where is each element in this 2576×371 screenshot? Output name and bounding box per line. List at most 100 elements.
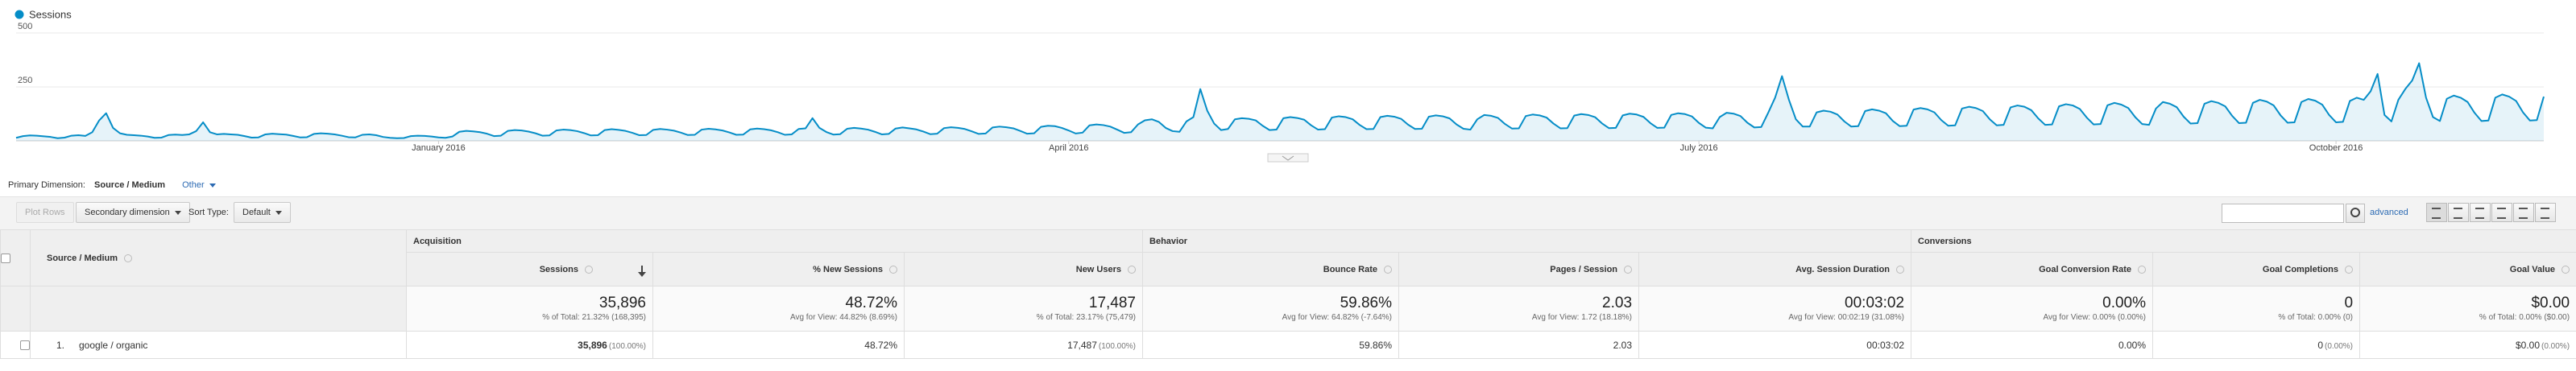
total-detail: Avg for View: 64.82% (-7.64%) [1282, 312, 1393, 322]
search-button[interactable] [2346, 204, 2365, 223]
dropdown-caret [275, 210, 282, 215]
row-select-cell [0, 331, 31, 359]
total-value: 17,487 [1088, 294, 1137, 311]
x-tick-label: October 2016 [2309, 143, 2363, 153]
advanced-link[interactable]: advanced [2370, 208, 2408, 217]
view-performance-button[interactable] [2470, 203, 2491, 222]
view-data-button[interactable] [2426, 203, 2447, 222]
series-area [16, 63, 2544, 141]
column-header[interactable]: Bounce Rate [1142, 252, 1400, 286]
column-header[interactable]: Avg. Session Duration [1638, 252, 1912, 286]
column-header-text: Goal Completions [2262, 264, 2339, 274]
total-detail: % of Total: 0.00% ($0.00) [2479, 312, 2570, 322]
sort-arrow [638, 265, 646, 277]
help-icon [585, 265, 593, 274]
total-detail: % of Total: 23.17% (75,479) [1036, 312, 1137, 322]
checkbox[interactable] [20, 340, 30, 351]
help-icon [2562, 265, 2570, 274]
column-header[interactable]: Sessions [406, 252, 653, 286]
select-all-cell [0, 229, 31, 286]
column-header[interactable]: Pages / Session [1398, 252, 1640, 286]
total-detail: % of Total: 21.32% (168,395) [542, 312, 646, 322]
total-value: 59.86% [1340, 294, 1393, 311]
column-header-text: Bounce Rate [1323, 264, 1378, 274]
chart: Sessions 250 500 January 2016 April 2016 July… [14, 8, 2545, 163]
checkbox[interactable] [1, 253, 10, 263]
plot-rows-button[interactable]: Plot Rows [16, 202, 74, 223]
totals-row: 35,896% of Total: 21.32% (168,395) 48.72%… [0, 286, 2576, 332]
total-value: 48.72% [845, 294, 897, 311]
help-icon [1624, 265, 1633, 274]
column-header-text: Avg. Session Duration [1795, 264, 1891, 274]
x-tick-label: January 2016 [412, 143, 466, 153]
cell-value: 0 [2317, 339, 2323, 351]
row-cell: 2.03 [1398, 331, 1640, 359]
dimension-header: Source / Medium [30, 229, 407, 286]
row-name[interactable]: google / organic [79, 339, 148, 351]
row-cell: $0.00 (0.00%) [2359, 331, 2576, 359]
view-pivot-button[interactable] [2535, 203, 2556, 222]
cell-share: (0.00%) [2325, 341, 2354, 351]
cell-share: (100.00%) [608, 341, 646, 351]
totals-cell: 2.03 Avg for View: 1.72 (18.18%) [1398, 286, 1640, 332]
data-row: 1. google / organic 35,896 (100.00%) 48.72% 1… [0, 331, 2576, 359]
view-comparison-button[interactable] [2491, 203, 2512, 222]
search-input[interactable] [2222, 204, 2344, 223]
sort-type-button[interactable]: Default [234, 202, 291, 223]
row-cell: 59.86% [1142, 331, 1400, 359]
cell-value: 48.72% [864, 339, 897, 351]
totals-cell: 59.86% Avg for View: 64.82% (-7.64%) [1142, 286, 1400, 332]
group-header-row: Source / Medium Acquisition Behavior Conver… [0, 229, 2576, 286]
cell-value: 00:03:02 [1866, 339, 1905, 351]
totals-cell: 00:03:02 Avg for View: 00:02:19 (31.08%) [1638, 286, 1912, 332]
column-header[interactable]: Goal Value [2359, 252, 2576, 286]
column-header-text: Goal Value [2509, 264, 2556, 274]
cell-value: 17,487 [1067, 339, 1097, 351]
cell-value: 59.86% [1359, 339, 1393, 351]
column-header[interactable]: Goal Conversion Rate [1911, 252, 2154, 286]
secondary-dimension-button[interactable]: Secondary dimension [76, 202, 190, 223]
secondary-dimension-text: Secondary dimension [85, 208, 170, 217]
group-header: Conversions [1911, 229, 2576, 253]
totals-cell: 0% of Total: 0.00% (0) [2152, 286, 2361, 332]
legend-marker [14, 10, 24, 19]
column-header[interactable]: New Users [903, 252, 1144, 286]
view-term-cloud-button[interactable] [2513, 203, 2534, 222]
row-cell: 0 (0.00%) [2152, 331, 2361, 359]
sort-type-label: Sort Type: [188, 208, 229, 217]
other-dimension-link[interactable]: Other [182, 180, 216, 190]
column-header[interactable]: Goal Completions [2152, 252, 2361, 286]
totals-cell: 48.72% Avg for View: 44.82% (8.69%) [652, 286, 905, 332]
primary-dimension: Primary Dimension: Source / Medium Other [8, 180, 216, 190]
column-header-text: Goal Conversion Rate [2039, 264, 2132, 274]
column-header[interactable]: % New Sessions [652, 252, 905, 286]
totals-cell: 17,487% of Total: 23.17% (75,479) [903, 286, 1144, 332]
row-cell: 17,487 (100.00%) [903, 331, 1144, 359]
group-header: Behavior [1142, 229, 1912, 253]
cell-value: 2.03 [1613, 339, 1633, 351]
legend-label: Sessions [29, 8, 72, 20]
row-cell: 0.00% [1911, 331, 2154, 359]
totals-cell-blank [0, 286, 31, 332]
total-value: 00:03:02 [1845, 294, 1905, 311]
x-tick-label: April 2016 [1049, 143, 1089, 153]
dropdown-caret [174, 210, 181, 215]
totals-cell: 35,896% of Total: 21.32% (168,395) [406, 286, 653, 332]
total-detail: Avg for View: 1.72 (18.18%) [1531, 312, 1633, 322]
cell-share: (0.00%) [2541, 341, 2570, 351]
other-dimension-text: Other [182, 180, 205, 190]
resize-handle[interactable] [1267, 153, 1309, 163]
primary-dimension-value[interactable]: Source / Medium [94, 180, 166, 190]
column-header-text: Sessions [539, 264, 578, 274]
total-value: 0 [2344, 294, 2354, 311]
help-icon [1384, 265, 1393, 274]
toolbar: Plot Rows Secondary dimension Sort Type:… [0, 196, 2576, 229]
cell-share: (100.00%) [1098, 341, 1137, 351]
total-detail: Avg for View: 0.00% (0.00%) [2043, 312, 2147, 322]
cell-value: 0.00% [2118, 339, 2147, 351]
y-tick-label: 250 [18, 76, 32, 85]
help-icon [2138, 265, 2147, 274]
view-pie-button[interactable] [2448, 203, 2469, 222]
row-index: 1. [56, 339, 64, 351]
cell-value: 35,896 [578, 339, 607, 351]
